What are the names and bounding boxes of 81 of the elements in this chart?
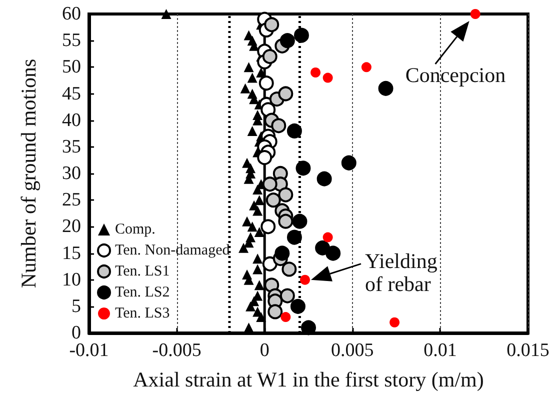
- point: [282, 262, 297, 277]
- y-tick-label: 30: [62, 163, 81, 184]
- point: [341, 155, 356, 170]
- point: [268, 304, 283, 320]
- x-tick-label: -0.005: [152, 340, 202, 361]
- point: [280, 288, 295, 304]
- point: [262, 176, 278, 192]
- point: [470, 9, 480, 19]
- y-tick-label: 5: [72, 296, 81, 317]
- point: [378, 80, 394, 96]
- point: [278, 214, 294, 229]
- point: [278, 86, 294, 102]
- y-tick-label: 25: [62, 190, 81, 211]
- y-tick-label: 15: [62, 242, 81, 264]
- x-tick-label: 0.005: [331, 340, 374, 361]
- point: [286, 123, 302, 138]
- point: [280, 33, 295, 48]
- annotation: Concepcion: [405, 63, 506, 87]
- point: [252, 264, 263, 274]
- point: [278, 187, 294, 202]
- point: [301, 320, 316, 336]
- legend-label: Ten. Non-damaged: [115, 242, 230, 258]
- x-tick-label: 0.01: [424, 340, 457, 361]
- point: [247, 72, 258, 83]
- y-tick-label: 60: [62, 4, 81, 24]
- point: [294, 28, 309, 43]
- point: [280, 312, 291, 322]
- point: [266, 192, 281, 208]
- legend-label: Ten. LS3: [115, 306, 170, 322]
- legend-label: Ten. LS2: [115, 284, 170, 300]
- point: [256, 312, 266, 322]
- y-tick-label: 20: [62, 216, 81, 238]
- y-tick-label: 55: [62, 30, 81, 52]
- point: [258, 76, 274, 91]
- y-axis-title: Number of ground motions: [16, 58, 40, 288]
- point: [262, 49, 278, 64]
- point: [315, 240, 330, 256]
- point: [242, 216, 252, 226]
- point: [390, 317, 400, 328]
- point: [252, 254, 263, 264]
- point: [244, 62, 254, 72]
- y-tick-label: 50: [62, 56, 81, 78]
- annotation: Yielding of rebar: [364, 248, 438, 296]
- point: [257, 150, 272, 166]
- point: [254, 195, 264, 206]
- point: [322, 232, 333, 242]
- point: [361, 62, 372, 72]
- point: [238, 242, 249, 253]
- point: [316, 171, 332, 186]
- point: [271, 118, 286, 134]
- point: [262, 256, 278, 272]
- point: [310, 67, 321, 78]
- x-tick-label: 0: [260, 340, 270, 361]
- y-tick-label: 10: [62, 269, 81, 290]
- point: [161, 9, 172, 19]
- point: [254, 226, 264, 237]
- legend-label: Ten. LS1: [115, 264, 170, 280]
- legend-label: Comp.: [115, 222, 156, 238]
- point: [290, 298, 306, 314]
- y-tick-label: 35: [62, 136, 81, 158]
- point: [264, 17, 280, 32]
- point: [252, 206, 263, 216]
- point: [274, 246, 290, 261]
- point: [244, 322, 254, 333]
- point: [254, 280, 264, 290]
- point: [240, 83, 250, 94]
- point: [247, 222, 258, 232]
- y-tick-label: 45: [62, 83, 81, 104]
- point: [296, 160, 311, 176]
- point: [292, 214, 308, 229]
- x-tick-label: 0.015: [506, 340, 550, 361]
- point: [252, 184, 263, 194]
- point: [246, 301, 256, 312]
- point: [286, 230, 302, 245]
- point: [247, 126, 258, 136]
- point: [322, 72, 333, 83]
- point: [326, 246, 341, 261]
- x-axis-title: Axial strain at W1 in the first story (m/m): [133, 368, 484, 392]
- y-tick-label: 40: [62, 110, 81, 131]
- point: [300, 274, 310, 285]
- point: [260, 219, 276, 234]
